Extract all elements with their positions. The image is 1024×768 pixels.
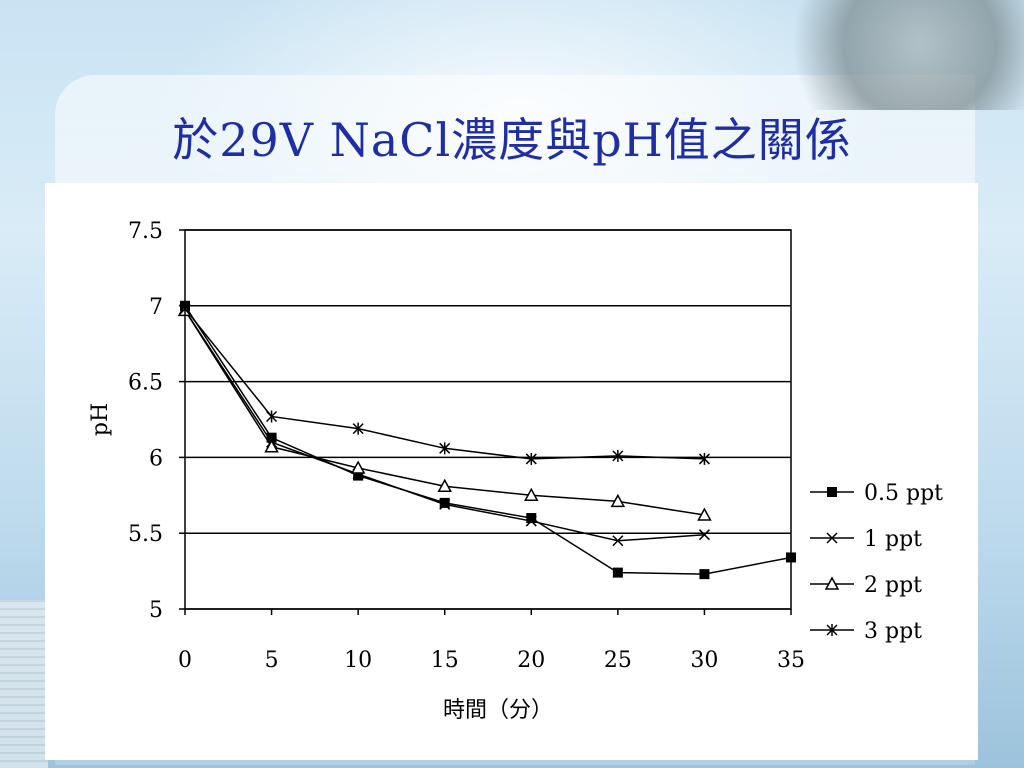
y-tick-label: 5 — [149, 598, 163, 623]
marker-triangle — [437, 478, 452, 492]
marker-square — [612, 567, 623, 578]
legend-item: 1 ppt — [810, 527, 922, 552]
x-tick-label: 5 — [265, 648, 279, 673]
legend-label: 1 ppt — [864, 527, 922, 552]
legend-label: 0.5 ppt — [864, 481, 943, 506]
marker-asterisk — [179, 302, 191, 315]
marker-triangle — [697, 507, 712, 521]
y-tick-label: 5.5 — [128, 522, 163, 547]
legend-item: 2 ppt — [810, 573, 922, 598]
chart-panel: 5 5.5 6 6.5 7 7.5 0 5 10 15 20 25 30 35 pH 時間（分） 0.5… — [45, 183, 978, 760]
x-tick-label: 10 — [344, 648, 372, 673]
marker-square — [266, 432, 277, 443]
series-lines — [177, 300, 796, 580]
marker-x-stroke — [525, 515, 537, 527]
series-line — [184, 305, 792, 575]
series-1-ppt — [179, 304, 710, 547]
x-axis-label: 時間（分） — [443, 698, 553, 723]
legend-item: 3 ppt — [810, 619, 922, 644]
x-tick-label: 25 — [604, 648, 632, 673]
plot-area-frame — [184, 229, 792, 610]
line-chart: 55.566.577.5 0 5 10 15 20 25 30 35 pH 時間（分） 0.5… — [88, 219, 943, 723]
legend-item: 0.5 ppt — [810, 481, 943, 506]
marker-x-stroke — [439, 498, 451, 510]
marker-asterisk — [698, 452, 710, 465]
x-tick-label: 30 — [690, 648, 718, 673]
series-line — [184, 308, 705, 460]
marker-x — [698, 529, 710, 541]
y-tick-label: 6 — [149, 446, 163, 471]
marker-asterisk — [826, 624, 838, 636]
series-3-ppt — [179, 302, 710, 465]
y-tick-label: 7 — [149, 295, 163, 320]
marker-square — [526, 513, 537, 524]
marker-asterisk — [439, 442, 451, 455]
marker-square — [786, 552, 796, 563]
x-axis-tick-labels: 0 5 10 15 20 25 30 35 — [178, 609, 805, 673]
legend-label: 2 ppt — [864, 573, 922, 598]
newspaper-decoration — [0, 600, 48, 768]
legend: 0.5 ppt 1 ppt 2 ppt 3 ppt — [810, 481, 943, 644]
x-tick-label: 15 — [431, 648, 459, 673]
x-tick-label: 0 — [178, 648, 192, 673]
slide-title: 於29V NaCl濃度與pH值之關係 — [172, 113, 852, 167]
legend-label: 3 ppt — [864, 619, 922, 644]
marker-asterisk — [525, 452, 537, 465]
marker-square — [827, 487, 837, 497]
marker-triangle — [824, 576, 840, 590]
marker-square — [353, 470, 364, 481]
marker-triangle — [350, 460, 366, 474]
marker-x-stroke — [698, 529, 710, 541]
series-0.5-ppt — [180, 300, 796, 580]
marker-asterisk — [266, 410, 278, 423]
marker-triangle — [264, 439, 279, 453]
marker-x — [612, 535, 624, 547]
marker-x — [525, 515, 537, 527]
marker-triangle — [610, 493, 626, 508]
marker-asterisk — [612, 449, 624, 462]
gridlines — [185, 229, 791, 610]
marker-asterisk — [352, 422, 364, 435]
marker-square — [699, 569, 710, 580]
marker-x-stroke — [826, 532, 838, 544]
x-tick-label: 35 — [777, 648, 805, 673]
series-2-ppt — [177, 302, 712, 521]
marker-x — [826, 532, 838, 544]
typewriter-keys-decoration — [764, 0, 1024, 110]
y-axis-label: pH — [88, 403, 113, 436]
y-tick-label: 7.5 — [128, 219, 163, 244]
marker-x-stroke — [612, 535, 624, 547]
marker-x — [439, 498, 451, 510]
marker-triangle — [524, 487, 539, 502]
x-tick-label: 20 — [517, 648, 545, 673]
marker-square — [439, 497, 450, 508]
y-tick-label: 6.5 — [128, 371, 163, 396]
y-axis-tick-labels: 5 5.5 6 6.5 7 7.5 — [128, 219, 185, 623]
